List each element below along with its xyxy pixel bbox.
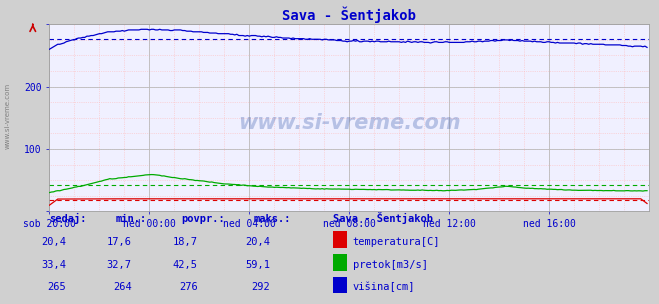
Text: maks.:: maks.: <box>254 214 291 224</box>
Text: 42,5: 42,5 <box>173 260 198 270</box>
Title: Sava - Šentjakob: Sava - Šentjakob <box>282 7 416 23</box>
Text: povpr.:: povpr.: <box>181 214 225 224</box>
Text: 264: 264 <box>113 282 132 292</box>
Text: 59,1: 59,1 <box>245 260 270 270</box>
Text: 17,6: 17,6 <box>107 237 132 247</box>
Text: višina[cm]: višina[cm] <box>353 282 415 292</box>
Text: 20,4: 20,4 <box>41 237 66 247</box>
Text: min.:: min.: <box>115 214 146 224</box>
Text: 292: 292 <box>252 282 270 292</box>
Text: temperatura[C]: temperatura[C] <box>353 237 440 247</box>
Text: Sava - Šentjakob: Sava - Šentjakob <box>333 212 433 224</box>
Text: www.si-vreme.com: www.si-vreme.com <box>238 113 461 133</box>
Text: 32,7: 32,7 <box>107 260 132 270</box>
Text: 18,7: 18,7 <box>173 237 198 247</box>
Text: www.si-vreme.com: www.si-vreme.com <box>5 82 11 149</box>
Text: 33,4: 33,4 <box>41 260 66 270</box>
Text: 265: 265 <box>47 282 66 292</box>
Text: 20,4: 20,4 <box>245 237 270 247</box>
Text: 276: 276 <box>179 282 198 292</box>
Text: pretok[m3/s]: pretok[m3/s] <box>353 260 428 270</box>
Text: sedaj:: sedaj: <box>49 213 87 224</box>
